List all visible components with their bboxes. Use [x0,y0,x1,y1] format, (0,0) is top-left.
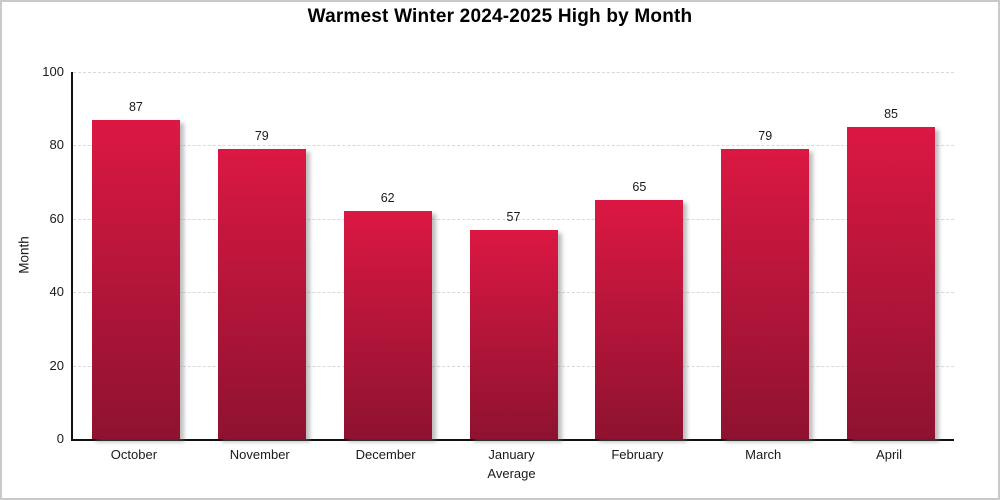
y-tick-label-80: 80 [49,137,64,153]
value-label-october: 87 [128,99,143,114]
value-label-november: 79 [254,129,269,144]
bar-november [217,149,306,439]
x-category-label-january: January [488,447,535,462]
x-category-label-february: February [611,447,664,462]
value-label-february: 65 [632,180,647,195]
x-category-label-april: April [876,447,903,462]
x-category-label-november: November [229,447,290,462]
y-tick-label-0: 0 [56,431,64,446]
y-tick-label-100: 100 [42,64,64,79]
bar-february [595,200,684,439]
gridline-80 [73,145,954,147]
gridline-100 [73,72,954,73]
y-tick-label-60: 60 [49,210,64,226]
y-axis-title: Month [16,236,32,274]
plot-area: 87 79 62 57 65 79 85 [71,72,954,441]
bar-april [847,127,936,439]
value-label-january: 57 [506,209,521,224]
bar-march [721,149,810,439]
x-category-label-october: October [110,447,158,462]
x-category-label-december: December [355,447,416,462]
value-label-march: 79 [758,129,773,144]
y-tick-label-20: 20 [49,357,64,373]
value-label-december: 62 [380,191,395,206]
y-tick-label-40: 40 [49,284,64,300]
bar-january [469,229,558,439]
bar-december [343,211,432,439]
bar-october [91,119,180,439]
x-axis-title: Average [487,466,536,481]
chart-title: Warmest Winter 2024-2025 High by Month [307,6,693,27]
gridline-60 [73,218,954,220]
value-label-april: 85 [884,107,899,122]
x-category-label-march: March [745,447,782,462]
